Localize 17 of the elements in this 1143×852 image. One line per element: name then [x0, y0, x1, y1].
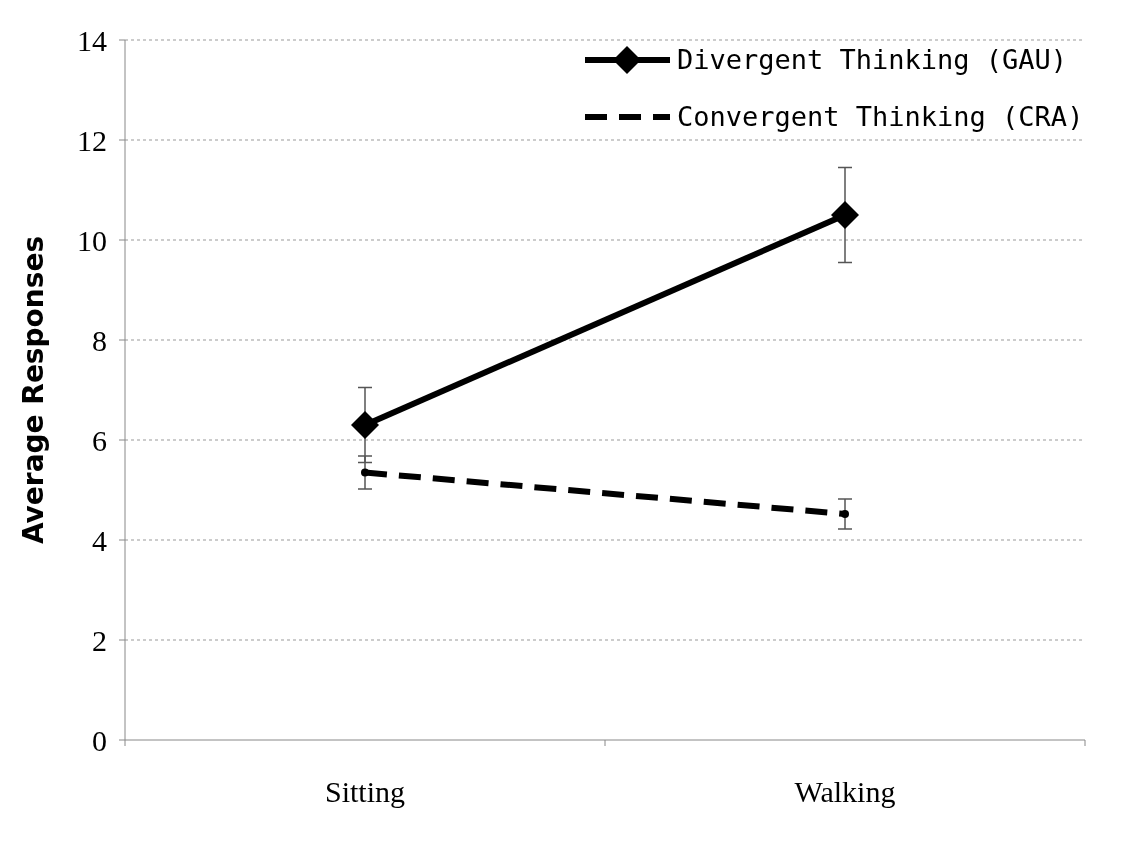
y-tick-label: 14: [77, 23, 107, 57]
x-tick-label: Sitting: [324, 775, 406, 808]
point: [831, 201, 859, 229]
y-axis-title: Average Responses: [17, 235, 50, 545]
legend-label: Convergent Thinking (CRA): [677, 101, 1084, 133]
point: [361, 468, 369, 477]
point: [841, 510, 849, 518]
legend-label: Divergent Thinking (GAU): [677, 44, 1068, 76]
y-tick-label: 12: [77, 123, 107, 157]
y-tick-label: 4: [92, 523, 107, 557]
y-tick-label: 10: [77, 223, 107, 257]
y-tick-label: 8: [92, 323, 107, 357]
y-tick-label: 2: [92, 623, 107, 657]
y-tick-label: 6: [92, 423, 107, 457]
y-tick-label: 0: [92, 723, 107, 757]
point: [351, 411, 379, 439]
x-tick-label: Walking: [794, 775, 896, 808]
